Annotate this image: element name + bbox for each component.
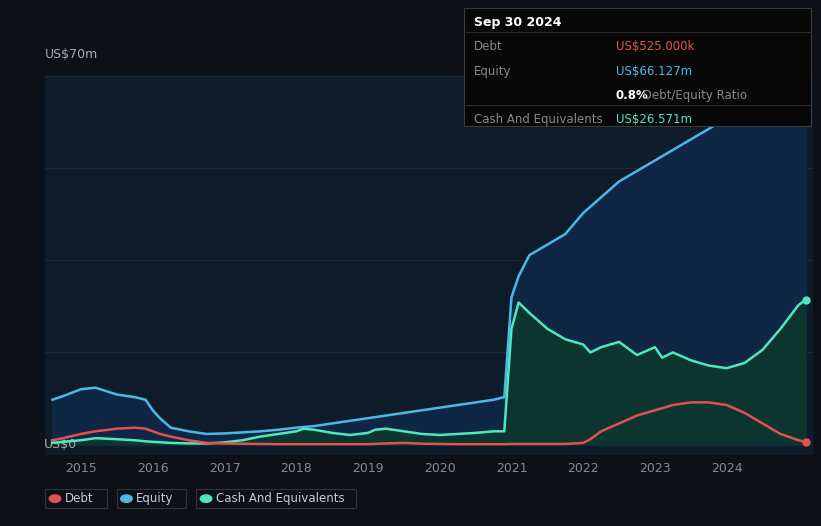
Text: US$66.127m: US$66.127m: [616, 65, 692, 77]
Text: US$70m: US$70m: [45, 48, 99, 61]
Text: Debt: Debt: [474, 41, 502, 53]
Text: 0.8%: 0.8%: [616, 89, 649, 102]
Text: Equity: Equity: [136, 492, 174, 505]
Text: Debt/Equity Ratio: Debt/Equity Ratio: [639, 89, 747, 102]
Text: US$26.571m: US$26.571m: [616, 113, 692, 126]
Text: US$0: US$0: [44, 438, 76, 451]
Text: Cash And Equivalents: Cash And Equivalents: [216, 492, 345, 505]
Text: Cash And Equivalents: Cash And Equivalents: [474, 113, 603, 126]
Text: Equity: Equity: [474, 65, 511, 77]
Text: Sep 30 2024: Sep 30 2024: [474, 16, 562, 29]
Text: US$525.000k: US$525.000k: [616, 41, 694, 53]
Text: Debt: Debt: [65, 492, 94, 505]
